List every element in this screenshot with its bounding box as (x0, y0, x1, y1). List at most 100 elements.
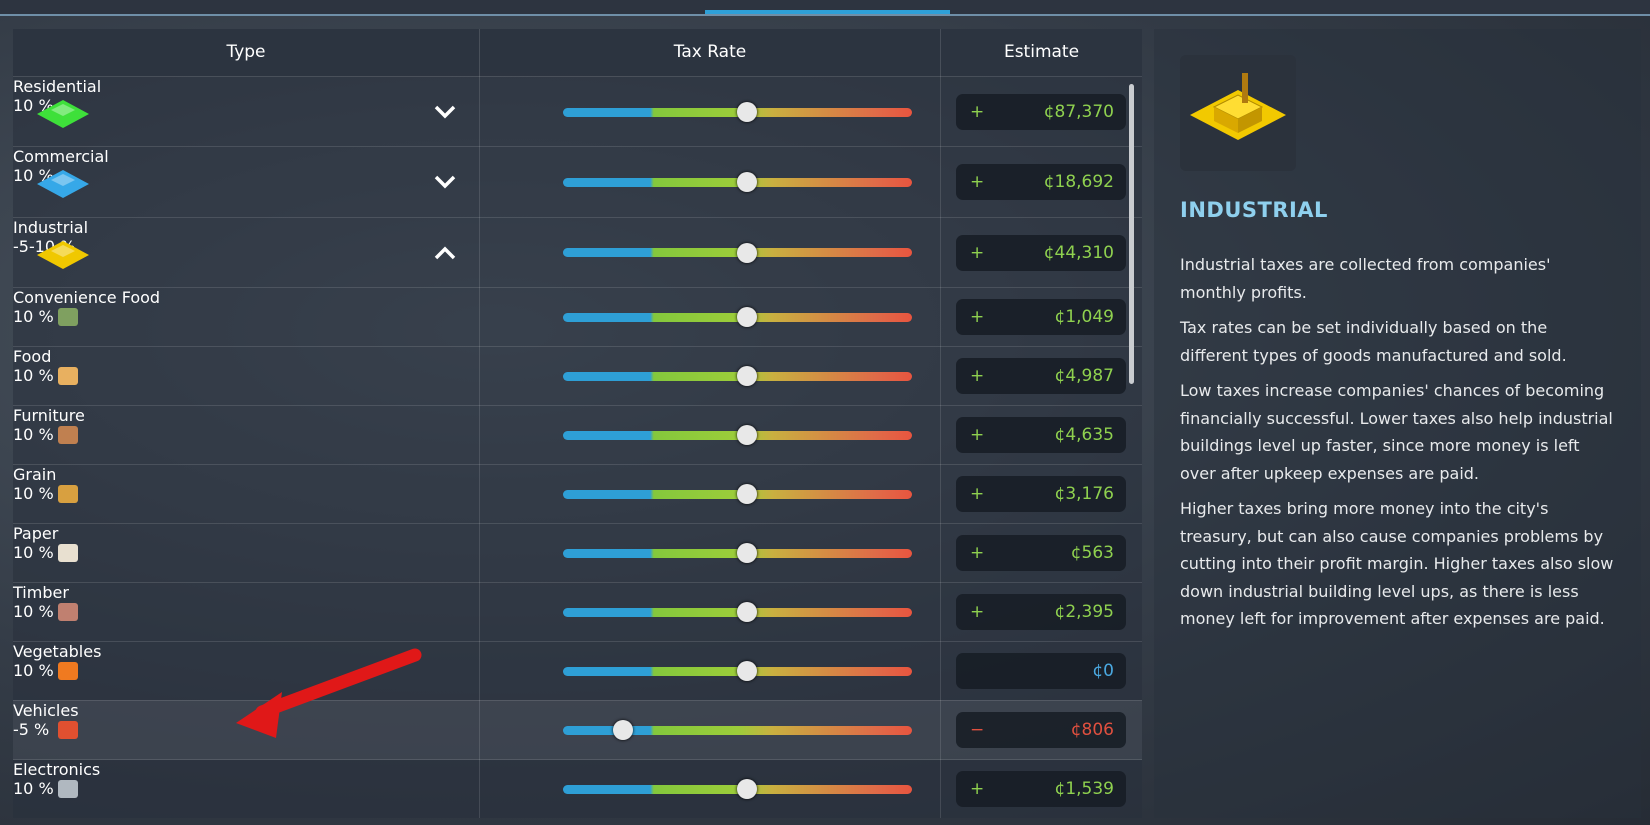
slider-knob[interactable] (737, 102, 757, 123)
estimate: + ¢1,539 (956, 771, 1126, 808)
type-icon (58, 426, 78, 445)
panel-title: INDUSTRIAL (1180, 198, 1328, 222)
tax-rate: 10 % (13, 601, 54, 621)
estimate: + ¢1,049 (956, 299, 1126, 336)
type-name: Convenience Food (13, 287, 161, 307)
estimate: + ¢563 (956, 535, 1126, 572)
type-name: Food (13, 346, 52, 366)
estimate-amount: ¢4,635 (1054, 425, 1114, 446)
subtype-row[interactable]: Convenience Food 10 % + ¢1,049 (13, 286, 1142, 347)
subtype-row[interactable]: Timber 10 % + ¢2,395 (13, 581, 1142, 642)
type-icon (58, 603, 78, 622)
estimate: + ¢2,395 (956, 594, 1126, 631)
type-icon (58, 544, 78, 563)
type-name: Residential (13, 77, 102, 96)
estimate-sign: + (970, 484, 985, 505)
estimate-amount: ¢44,310 (1043, 242, 1114, 263)
estimate-amount: ¢1,049 (1054, 307, 1114, 328)
type-icon (58, 721, 78, 740)
header-type: Type (13, 29, 479, 76)
subtype-row[interactable]: Electronics 10 % + ¢1,539 (13, 758, 1142, 819)
tax-rate: 10 % (13, 306, 54, 326)
type-row[interactable]: Industrial -5-10 % + ¢44,310 (13, 216, 1142, 288)
tax-rate: 10 % (13, 424, 54, 444)
estimate-sign: + (970, 779, 985, 800)
slider-knob[interactable] (737, 242, 757, 263)
type-icon (58, 780, 78, 799)
estimate: + ¢4,635 (956, 417, 1126, 454)
subtype-row[interactable]: Grain 10 % + ¢3,176 (13, 463, 1142, 524)
subtype-row[interactable]: Paper 10 % + ¢563 (13, 522, 1142, 583)
estimate-sign: + (970, 425, 985, 446)
scrollbar[interactable] (1129, 84, 1134, 384)
estimate-sign: + (970, 543, 985, 564)
type-name: Vehicles (13, 700, 79, 720)
estimate-amount: ¢2,395 (1054, 602, 1114, 623)
column-divider (940, 29, 941, 818)
panel-paragraph: Industrial taxes are collected from comp… (1180, 255, 1551, 302)
slider-knob[interactable] (737, 661, 757, 682)
type-icon (58, 485, 78, 504)
estimate-amount: ¢1,539 (1054, 779, 1114, 800)
type-icon (37, 100, 89, 129)
type-name: Vegetables (13, 641, 102, 661)
type-icon (37, 170, 89, 199)
estimate: + ¢87,370 (956, 94, 1126, 131)
estimate-amount: ¢87,370 (1043, 102, 1114, 123)
estimate: ¢0 (956, 653, 1126, 690)
panel-paragraph: Tax rates can be set individually based … (1180, 318, 1567, 365)
type-icon (58, 662, 78, 681)
estimate-sign: + (970, 366, 985, 387)
top-bar (0, 0, 1650, 16)
slider-knob[interactable] (737, 307, 757, 328)
subtype-row[interactable]: Food 10 % + ¢4,987 (13, 345, 1142, 406)
type-row[interactable]: Residential 10 % + ¢87,370 (13, 76, 1142, 147)
slider-knob[interactable] (737, 779, 757, 800)
tax-rate: 10 % (13, 542, 54, 562)
type-row[interactable]: Commercial 10 % + ¢18,692 (13, 146, 1142, 217)
expand-toggle[interactable] (433, 174, 457, 190)
slider-knob[interactable] (613, 720, 633, 741)
slider-knob[interactable] (737, 172, 757, 193)
estimate-amount: ¢0 (1092, 661, 1114, 682)
header-tax-rate: Tax Rate (480, 29, 940, 76)
expand-toggle[interactable] (433, 104, 457, 120)
tax-slider[interactable] (563, 725, 912, 735)
tax-rate: -5 % (13, 719, 50, 739)
slider-knob[interactable] (737, 366, 757, 387)
slider-knob[interactable] (737, 543, 757, 564)
industrial-icon (1180, 55, 1296, 171)
estimate-sign: + (970, 102, 985, 123)
estimate-amount: ¢806 (1070, 720, 1114, 741)
type-name: Industrial (13, 217, 89, 237)
type-icon (58, 367, 78, 386)
tax-table (13, 29, 1142, 818)
panel-text: Industrial taxes are collected from comp… (1180, 251, 1620, 641)
tax-rate: 10 % (13, 96, 54, 115)
header-estimate: Estimate (941, 29, 1142, 76)
icon (1190, 73, 1286, 140)
slider-knob[interactable] (737, 602, 757, 623)
type-icon (58, 308, 78, 327)
subtype-row[interactable]: Vehicles -5 % − ¢806 (13, 699, 1142, 760)
panel-paragraph: Higher taxes bring more money into the c… (1180, 499, 1614, 628)
estimate-sign: + (970, 307, 985, 328)
estimate: + ¢44,310 (956, 234, 1126, 271)
slider-knob[interactable] (737, 425, 757, 446)
expand-toggle[interactable] (433, 245, 457, 261)
subtype-row[interactable]: Furniture 10 % + ¢4,635 (13, 404, 1142, 465)
estimate: + ¢4,987 (956, 358, 1126, 395)
estimate-sign: + (970, 242, 985, 263)
estimate-amount: ¢563 (1070, 543, 1114, 564)
type-name: Electronics (13, 759, 101, 779)
estimate-sign: + (970, 602, 985, 623)
subtype-row[interactable]: Vegetables 10 % ¢0 (13, 640, 1142, 701)
panel-paragraph: Low taxes increase companies' chances of… (1180, 381, 1613, 483)
estimate-amount: ¢4,987 (1054, 366, 1114, 387)
slider-knob[interactable] (737, 484, 757, 505)
column-divider (479, 29, 480, 818)
estimate-amount: ¢18,692 (1043, 172, 1114, 193)
tax-rate: 10 % (13, 660, 54, 680)
tax-rate: 10 % (13, 365, 54, 385)
tax-rate: 10 % (13, 483, 54, 503)
